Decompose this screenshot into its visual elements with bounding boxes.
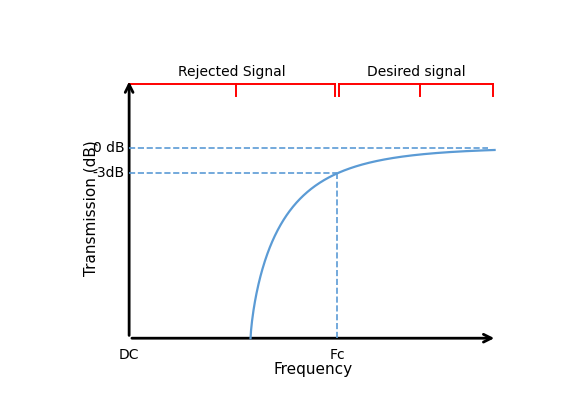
Text: Transmission (dB): Transmission (dB) xyxy=(84,141,99,276)
Text: Frequency: Frequency xyxy=(273,362,353,377)
Text: Desired signal: Desired signal xyxy=(367,65,465,79)
Text: DC: DC xyxy=(119,348,140,362)
Text: Fc: Fc xyxy=(329,348,345,362)
Text: -3dB: -3dB xyxy=(93,166,125,181)
Text: 0 dB: 0 dB xyxy=(93,141,125,154)
Text: Rejected Signal: Rejected Signal xyxy=(178,65,286,79)
